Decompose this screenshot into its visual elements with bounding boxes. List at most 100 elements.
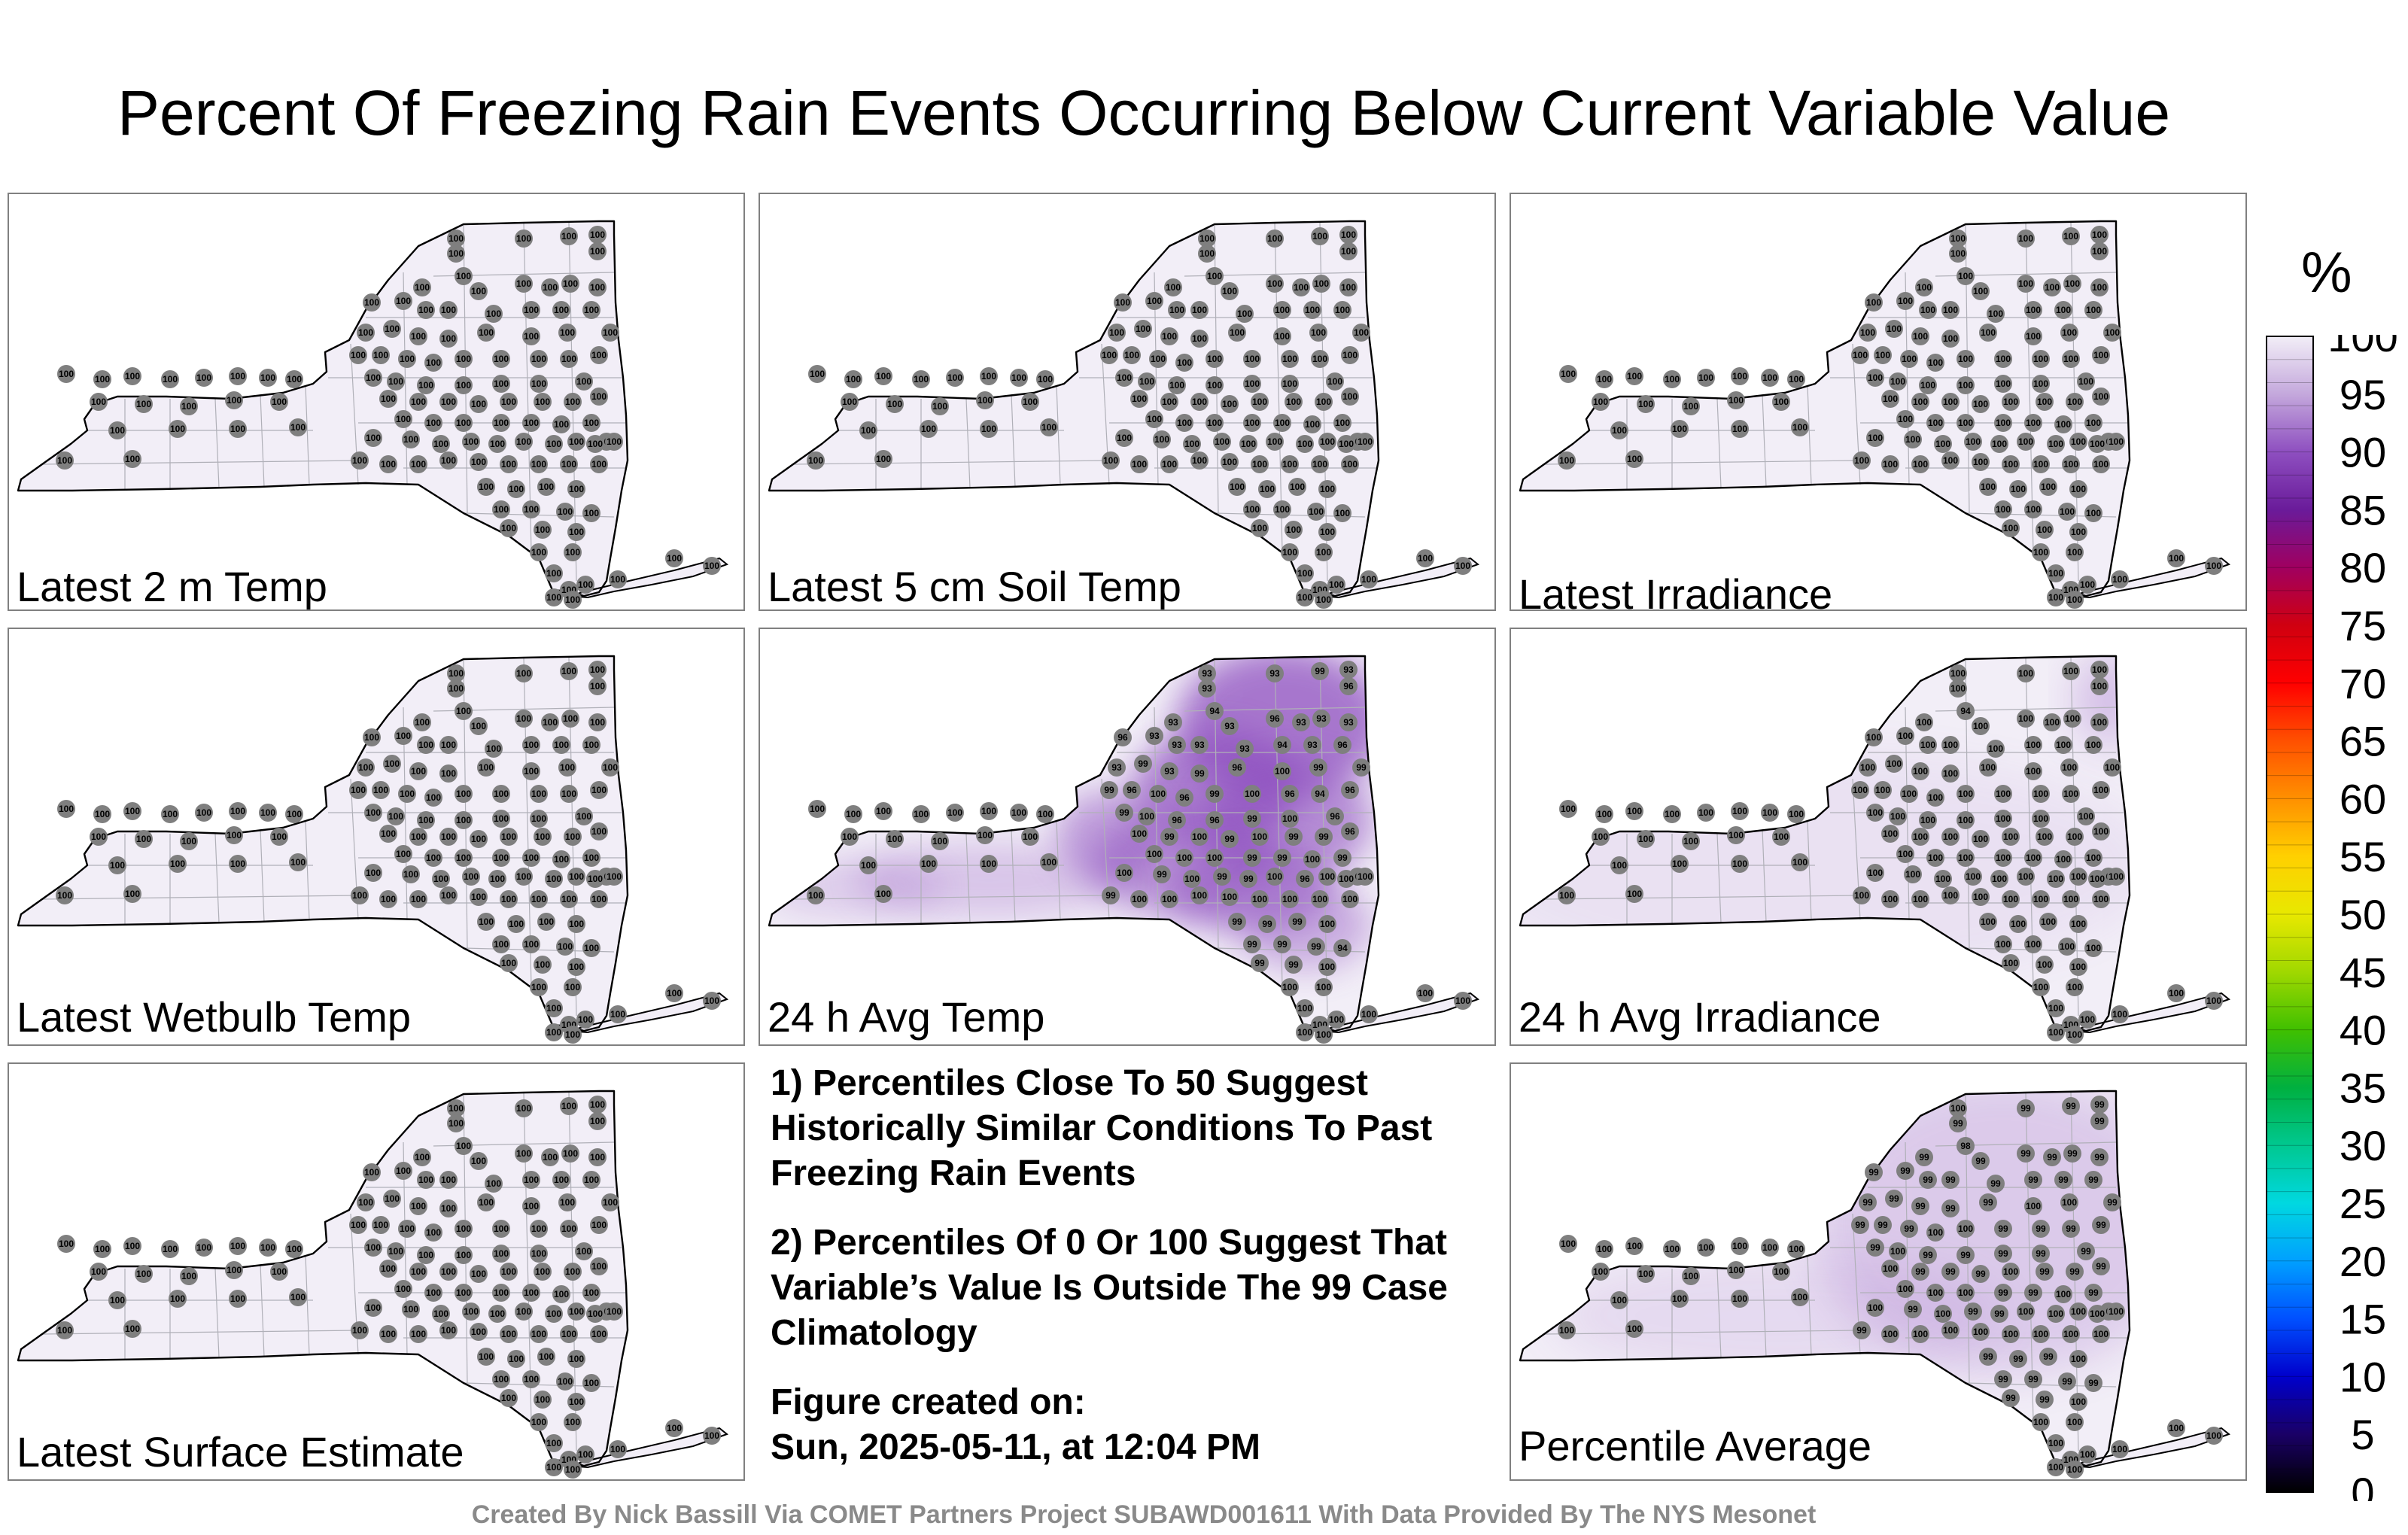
station-value: 100: [411, 397, 426, 407]
station-value: 100: [610, 1009, 625, 1020]
station-circle: [1592, 828, 1610, 846]
station-marker: 100: [2090, 677, 2109, 695]
station-value: 100: [1928, 1227, 1943, 1238]
station-value: 100: [1732, 1241, 1747, 1251]
station-value: 99: [1862, 1197, 1873, 1208]
station-circle: [417, 301, 435, 319]
station-marker: 100: [2039, 913, 2057, 931]
station-circle: [1040, 853, 1058, 871]
station-circle: [545, 1458, 563, 1476]
station-circle: [462, 1302, 480, 1321]
station-circle: [488, 870, 506, 888]
station-marker: 100: [1866, 369, 1884, 387]
station-circle: [1881, 455, 1899, 473]
county-border: [1807, 1254, 1812, 1355]
station-circle: [2054, 736, 2072, 754]
station-value: 100: [569, 962, 584, 972]
station-marker: 100: [1311, 455, 1329, 473]
station-value: 100: [2071, 871, 2086, 882]
station-marker: 99: [2002, 1389, 2020, 1407]
station-value: 100: [448, 1103, 464, 1114]
state-fill: [18, 221, 628, 596]
station-value: 100: [1245, 504, 1260, 515]
station-marker: 100: [588, 1148, 607, 1166]
station-marker: 100: [409, 890, 427, 908]
station-marker: 100: [432, 870, 450, 888]
station-value: 100: [501, 523, 516, 533]
station-marker: 100: [1625, 802, 1643, 820]
station-marker: 100: [492, 1220, 510, 1238]
station-value: 100: [561, 354, 576, 364]
station-circle: [530, 1220, 548, 1238]
station-value: 100: [1109, 327, 1124, 338]
station-circle: [1994, 500, 2012, 518]
station-marker: 100: [1228, 478, 1246, 496]
station-marker: 100: [1941, 736, 1960, 754]
station-circle: [1149, 350, 1167, 368]
station-value: 100: [2169, 553, 2184, 564]
station-value: 100: [808, 890, 823, 901]
station-circle: [2205, 992, 2223, 1010]
station-value: 100: [1341, 282, 1356, 293]
station-circle: [1303, 301, 1321, 319]
station-marker: 100: [1904, 430, 1922, 448]
station-value: 100: [1792, 422, 1808, 433]
station-marker: 100: [180, 1267, 198, 1285]
station-value: 100: [1943, 831, 1958, 842]
station-marker: 100: [1130, 455, 1148, 473]
station-circle: [2084, 1374, 2102, 1392]
station-marker: 100: [432, 1305, 450, 1323]
station-marker: 100: [1874, 781, 1892, 799]
station-value: 100: [1286, 524, 1301, 535]
station-circle: [874, 885, 892, 903]
station-circle: [1318, 433, 1336, 451]
station-circle: [1123, 781, 1141, 799]
station-circle: [1625, 1237, 1643, 1255]
station-circle: [582, 1171, 600, 1189]
station-marker: 94: [1956, 702, 1975, 720]
station-marker: 100: [1145, 292, 1163, 310]
station-circle: [2092, 346, 2110, 364]
station-marker: 100: [387, 372, 405, 391]
station-circle: [492, 1220, 510, 1238]
station-circle: [424, 1284, 442, 1302]
station-value: 100: [1316, 594, 1331, 605]
station-value: 100: [396, 296, 411, 306]
station-circle: [522, 301, 540, 319]
station-circle: [560, 1220, 578, 1238]
station-value: 99: [2096, 1261, 2106, 1272]
station-marker: 100: [1994, 500, 2012, 518]
station-value: 100: [546, 1003, 561, 1014]
station-marker: 99: [1102, 886, 1120, 904]
station-marker: 100: [439, 330, 458, 348]
station-circle: [2090, 242, 2109, 260]
station-marker: 100: [455, 267, 473, 285]
station-value: 100: [490, 1309, 505, 1319]
station-circle: [2043, 713, 2061, 731]
station-circle: [1926, 354, 1944, 372]
station-circle: [1990, 870, 2008, 888]
station-circle: [1145, 410, 1163, 428]
station-value: 99: [2020, 1148, 2031, 1159]
station-circle: [1896, 410, 1914, 428]
station-circle: [2090, 713, 2109, 731]
colorbar-tick-label: 20: [2340, 1238, 2386, 1285]
station-value: 100: [1988, 309, 2003, 319]
station-circle: [1851, 781, 1869, 799]
station-value: 100: [1890, 1246, 1905, 1257]
station-marker: 100: [1130, 390, 1148, 408]
station-marker: 100: [2111, 1005, 2129, 1023]
station-value: 100: [1132, 394, 1147, 404]
station-circle: [1866, 1299, 1884, 1317]
station-marker: 100: [1206, 376, 1224, 394]
station-marker: 100: [2069, 523, 2087, 541]
station-circle: [2084, 736, 2102, 754]
station-marker: 100: [560, 455, 578, 473]
station-value: 99: [1247, 853, 1257, 863]
station-marker: 100: [259, 369, 277, 387]
station-value: 100: [2037, 397, 2052, 407]
station-circle: [2062, 890, 2080, 908]
station-circle: [1296, 435, 1314, 453]
station-value: 100: [2071, 436, 2086, 447]
station-circle: [180, 397, 198, 415]
